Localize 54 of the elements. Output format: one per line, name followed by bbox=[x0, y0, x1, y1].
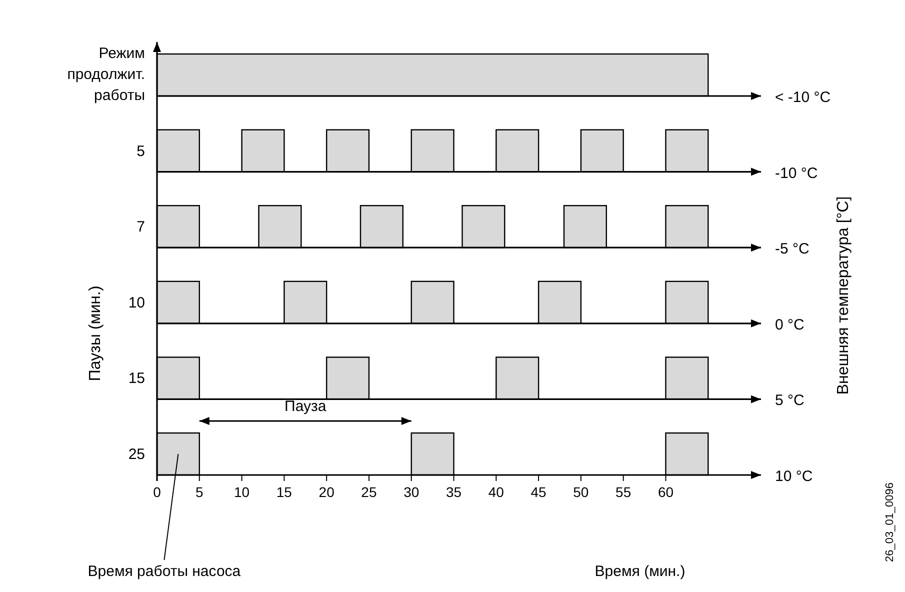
bar bbox=[538, 280, 582, 324]
x-tick-label: 30 bbox=[404, 484, 420, 500]
bar bbox=[563, 205, 607, 248]
bar bbox=[665, 205, 709, 248]
x-tick-label: 10 bbox=[234, 484, 250, 500]
x-tick-label: 0 bbox=[153, 484, 162, 500]
text: -10 °C bbox=[775, 164, 818, 182]
text: 10 °C bbox=[775, 468, 813, 485]
bar bbox=[410, 280, 454, 324]
y-tick-label: 15 bbox=[128, 370, 145, 388]
text: Время работы насоса bbox=[88, 563, 242, 580]
bar bbox=[665, 280, 709, 324]
y-tick-label: 25 bbox=[128, 446, 145, 463]
y-tick-label: 5 bbox=[136, 142, 145, 160]
x-axis-title: Время (мин.) bbox=[594, 563, 686, 580]
bar bbox=[156, 205, 200, 248]
text: 26_03_01_0096 bbox=[884, 482, 896, 562]
x-tick-label: 15 bbox=[276, 484, 292, 500]
bar bbox=[580, 129, 624, 172]
bar bbox=[326, 129, 370, 172]
bar bbox=[410, 129, 454, 172]
y-tick-label: Режим продолжит. работы bbox=[67, 45, 145, 104]
x-tick-label: 55 bbox=[616, 484, 632, 500]
bar bbox=[241, 129, 285, 172]
y-tick-label: 10 bbox=[128, 294, 145, 312]
bar bbox=[665, 129, 709, 172]
text: 5 °C bbox=[775, 392, 805, 410]
bar bbox=[326, 356, 370, 400]
y-axis-title: Паузы (мин.) bbox=[87, 286, 104, 382]
bar bbox=[462, 205, 506, 248]
text: 0 °C bbox=[775, 316, 805, 334]
bar bbox=[156, 53, 709, 97]
bar bbox=[258, 205, 302, 248]
y2-axis-title: Внешняя температура [°C] bbox=[835, 196, 852, 395]
x-tick-label: 60 bbox=[658, 484, 674, 500]
bar bbox=[156, 356, 200, 400]
x-tick-label: 45 bbox=[530, 484, 547, 500]
bar bbox=[284, 280, 328, 324]
annotation: Пауза bbox=[284, 398, 327, 415]
bar bbox=[156, 280, 200, 324]
bar bbox=[496, 356, 540, 400]
bar bbox=[360, 205, 404, 248]
bar bbox=[156, 129, 200, 172]
x-tick-label: 35 bbox=[446, 484, 462, 500]
x-tick-label: 5 bbox=[195, 484, 204, 500]
x-tick-label: 50 bbox=[573, 484, 589, 500]
x-tick-label: 20 bbox=[318, 484, 335, 500]
x-tick-label: 25 bbox=[361, 484, 377, 500]
text: < -10 °C bbox=[775, 89, 831, 106]
x-tick-label: 40 bbox=[488, 484, 504, 500]
text: -5 °C bbox=[775, 240, 810, 258]
bar bbox=[665, 356, 709, 400]
y-tick-label: 7 bbox=[136, 218, 145, 236]
bar bbox=[496, 129, 540, 172]
